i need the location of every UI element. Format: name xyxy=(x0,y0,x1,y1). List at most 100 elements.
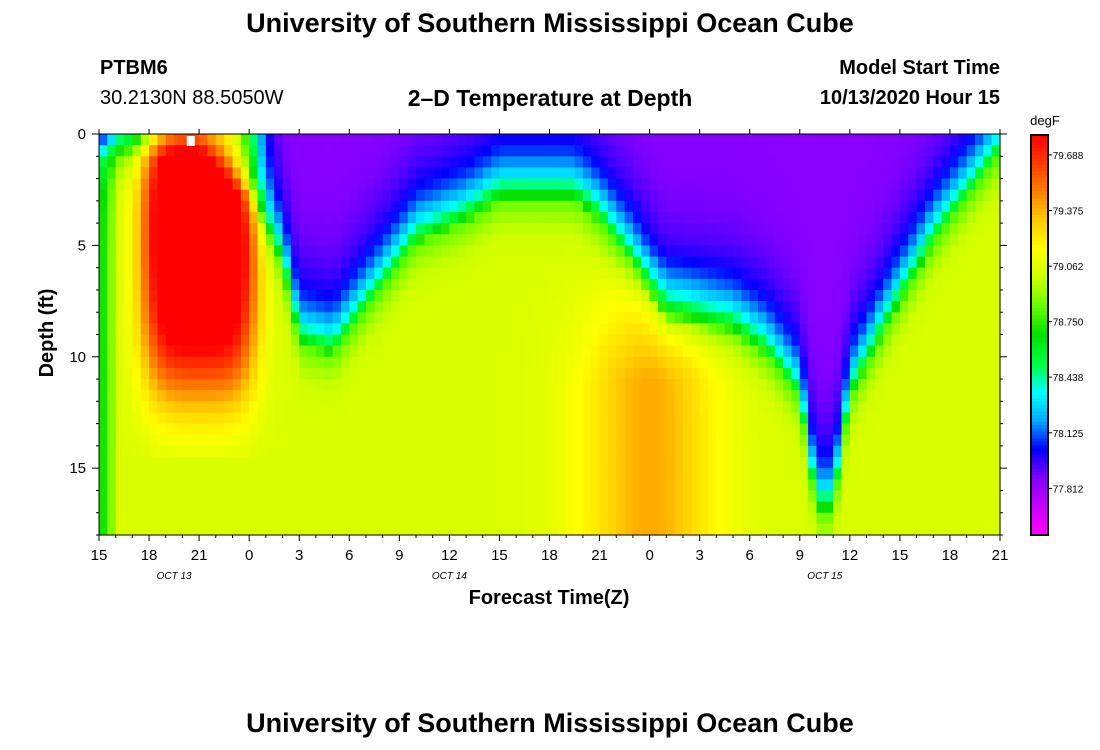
heatmap-cell xyxy=(941,367,951,380)
heatmap-cell xyxy=(599,200,609,213)
heatmap-cell xyxy=(365,145,375,157)
heatmap-cell xyxy=(983,323,993,336)
heatmap-cell xyxy=(407,379,417,391)
heatmap-cell xyxy=(599,356,609,369)
heatmap-cell xyxy=(682,289,692,302)
heatmap-cell xyxy=(774,434,784,447)
heatmap-cell xyxy=(624,312,634,324)
heatmap-cell xyxy=(924,479,934,492)
heatmap-cell xyxy=(532,490,542,503)
heatmap-cell xyxy=(416,167,425,180)
heatmap-cell xyxy=(432,145,442,157)
heatmap-cell xyxy=(649,167,659,180)
heatmap-cell xyxy=(941,234,951,246)
colorbar-segment xyxy=(1031,221,1048,226)
heatmap-cell xyxy=(165,401,175,414)
heatmap-cell xyxy=(649,379,659,391)
heatmap-cell xyxy=(674,401,684,414)
heatmap-cell xyxy=(866,211,876,224)
heatmap-cell xyxy=(582,468,592,480)
heatmap-cell xyxy=(741,423,751,436)
heatmap-cell xyxy=(991,323,1001,336)
heatmap-cell xyxy=(733,167,742,180)
heatmap-cell xyxy=(808,479,818,492)
heatmap-cell xyxy=(641,401,651,414)
heatmap-cell xyxy=(808,267,818,280)
heatmap-cell xyxy=(532,501,542,514)
heatmap-cell xyxy=(891,211,901,224)
heatmap-cell xyxy=(891,234,901,246)
heatmap-cell xyxy=(232,234,242,246)
heatmap-cell xyxy=(265,356,275,369)
heatmap-cell xyxy=(699,412,709,425)
heatmap-cell xyxy=(908,501,918,514)
heatmap-cell xyxy=(958,312,968,324)
heatmap-cell xyxy=(674,200,684,213)
heatmap-cell xyxy=(357,323,367,336)
heatmap-cell xyxy=(232,178,242,191)
heatmap-cell xyxy=(866,178,876,191)
heatmap-cell xyxy=(933,200,943,213)
heatmap-cell xyxy=(866,145,876,157)
heatmap-cell xyxy=(332,490,342,503)
heatmap-cell xyxy=(833,345,843,358)
heatmap-cell xyxy=(482,523,492,536)
colorbar-tick-label: 79.062 xyxy=(1053,262,1084,273)
heatmap-cell xyxy=(382,512,392,525)
heatmap-cell xyxy=(916,178,926,191)
heatmap-cell xyxy=(424,334,434,347)
heatmap-cell xyxy=(466,211,476,224)
heatmap-cell xyxy=(157,256,167,269)
heatmap-cell xyxy=(215,167,225,180)
heatmap-cell xyxy=(157,401,167,414)
heatmap-cell xyxy=(799,301,809,313)
heatmap-cell xyxy=(290,468,300,480)
heatmap-cell xyxy=(399,289,409,302)
heatmap-cell xyxy=(174,356,184,369)
heatmap-cell xyxy=(132,434,142,447)
heatmap-cell xyxy=(716,167,726,180)
heatmap-cell xyxy=(107,401,117,414)
heatmap-cell xyxy=(549,312,559,324)
heatmap-cell xyxy=(290,145,300,157)
heatmap-cell xyxy=(733,278,742,291)
heatmap-cell xyxy=(174,189,184,202)
colorbar-segment xyxy=(1031,428,1048,433)
heatmap-cell xyxy=(758,312,767,324)
heatmap-cell xyxy=(616,479,626,492)
heatmap-cell xyxy=(908,334,918,347)
heatmap-cell xyxy=(332,468,342,480)
heatmap-cell xyxy=(282,323,292,336)
heatmap-cell xyxy=(883,401,893,414)
heatmap-cell xyxy=(866,423,876,436)
heatmap-cell xyxy=(958,523,968,536)
heatmap-cell xyxy=(516,178,526,191)
colorbar-segment xyxy=(1031,335,1048,339)
heatmap-cell xyxy=(491,301,501,313)
heatmap-cell xyxy=(833,267,843,280)
heatmap-cell xyxy=(824,267,834,280)
heatmap-cell xyxy=(791,278,801,291)
colorbar-segment xyxy=(1031,525,1048,529)
heatmap-cell xyxy=(716,490,726,503)
heatmap-cell xyxy=(649,234,659,246)
heatmap-cell xyxy=(966,367,976,380)
heatmap-cell xyxy=(524,134,534,146)
heatmap-cell xyxy=(224,445,234,458)
heatmap-cell xyxy=(390,301,400,313)
heatmap-cell xyxy=(708,379,717,391)
heatmap-cell xyxy=(574,245,584,258)
heatmap-cell xyxy=(891,523,901,536)
heatmap-cell xyxy=(499,367,509,380)
heatmap-cell xyxy=(407,211,417,224)
heatmap-cell xyxy=(140,490,150,503)
colorbar-segment xyxy=(1031,311,1048,316)
heatmap-cell xyxy=(899,312,909,324)
heatmap-cell xyxy=(307,312,317,324)
heatmap-cell xyxy=(949,134,959,146)
heatmap-cell xyxy=(616,189,626,202)
heatmap-cell xyxy=(541,312,551,324)
heatmap-cell xyxy=(657,312,667,324)
heatmap-cell xyxy=(657,334,667,347)
heatmap-cell xyxy=(524,356,534,369)
